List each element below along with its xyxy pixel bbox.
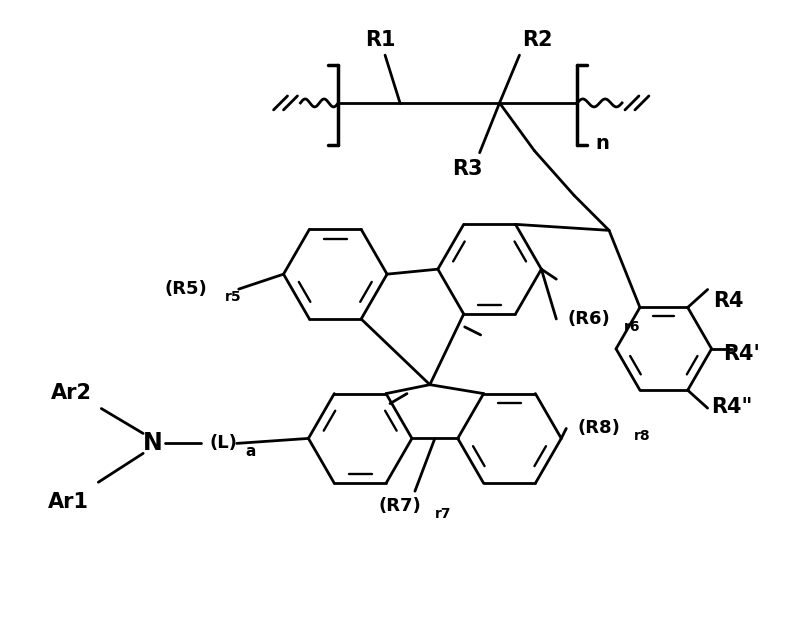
Text: R4': R4'	[723, 344, 760, 364]
Text: r6: r6	[624, 320, 640, 334]
Text: R1: R1	[365, 30, 396, 50]
Text: n: n	[595, 134, 609, 154]
Text: R3: R3	[452, 158, 483, 179]
Text: r8: r8	[634, 430, 650, 443]
Text: (R5): (R5)	[165, 280, 207, 298]
Text: Ar2: Ar2	[51, 383, 92, 402]
Text: (L): (L)	[210, 435, 238, 452]
Text: (R8): (R8)	[578, 420, 621, 438]
Text: R4": R4"	[711, 397, 752, 417]
Text: (R6): (R6)	[568, 310, 610, 328]
Text: r5: r5	[225, 290, 241, 304]
Text: N: N	[143, 431, 163, 456]
Text: R4: R4	[714, 291, 744, 311]
Text: R2: R2	[522, 30, 553, 50]
Text: r7: r7	[435, 507, 451, 521]
Text: (R7): (R7)	[379, 497, 421, 515]
Text: a: a	[245, 444, 256, 459]
Text: Ar1: Ar1	[48, 492, 89, 512]
